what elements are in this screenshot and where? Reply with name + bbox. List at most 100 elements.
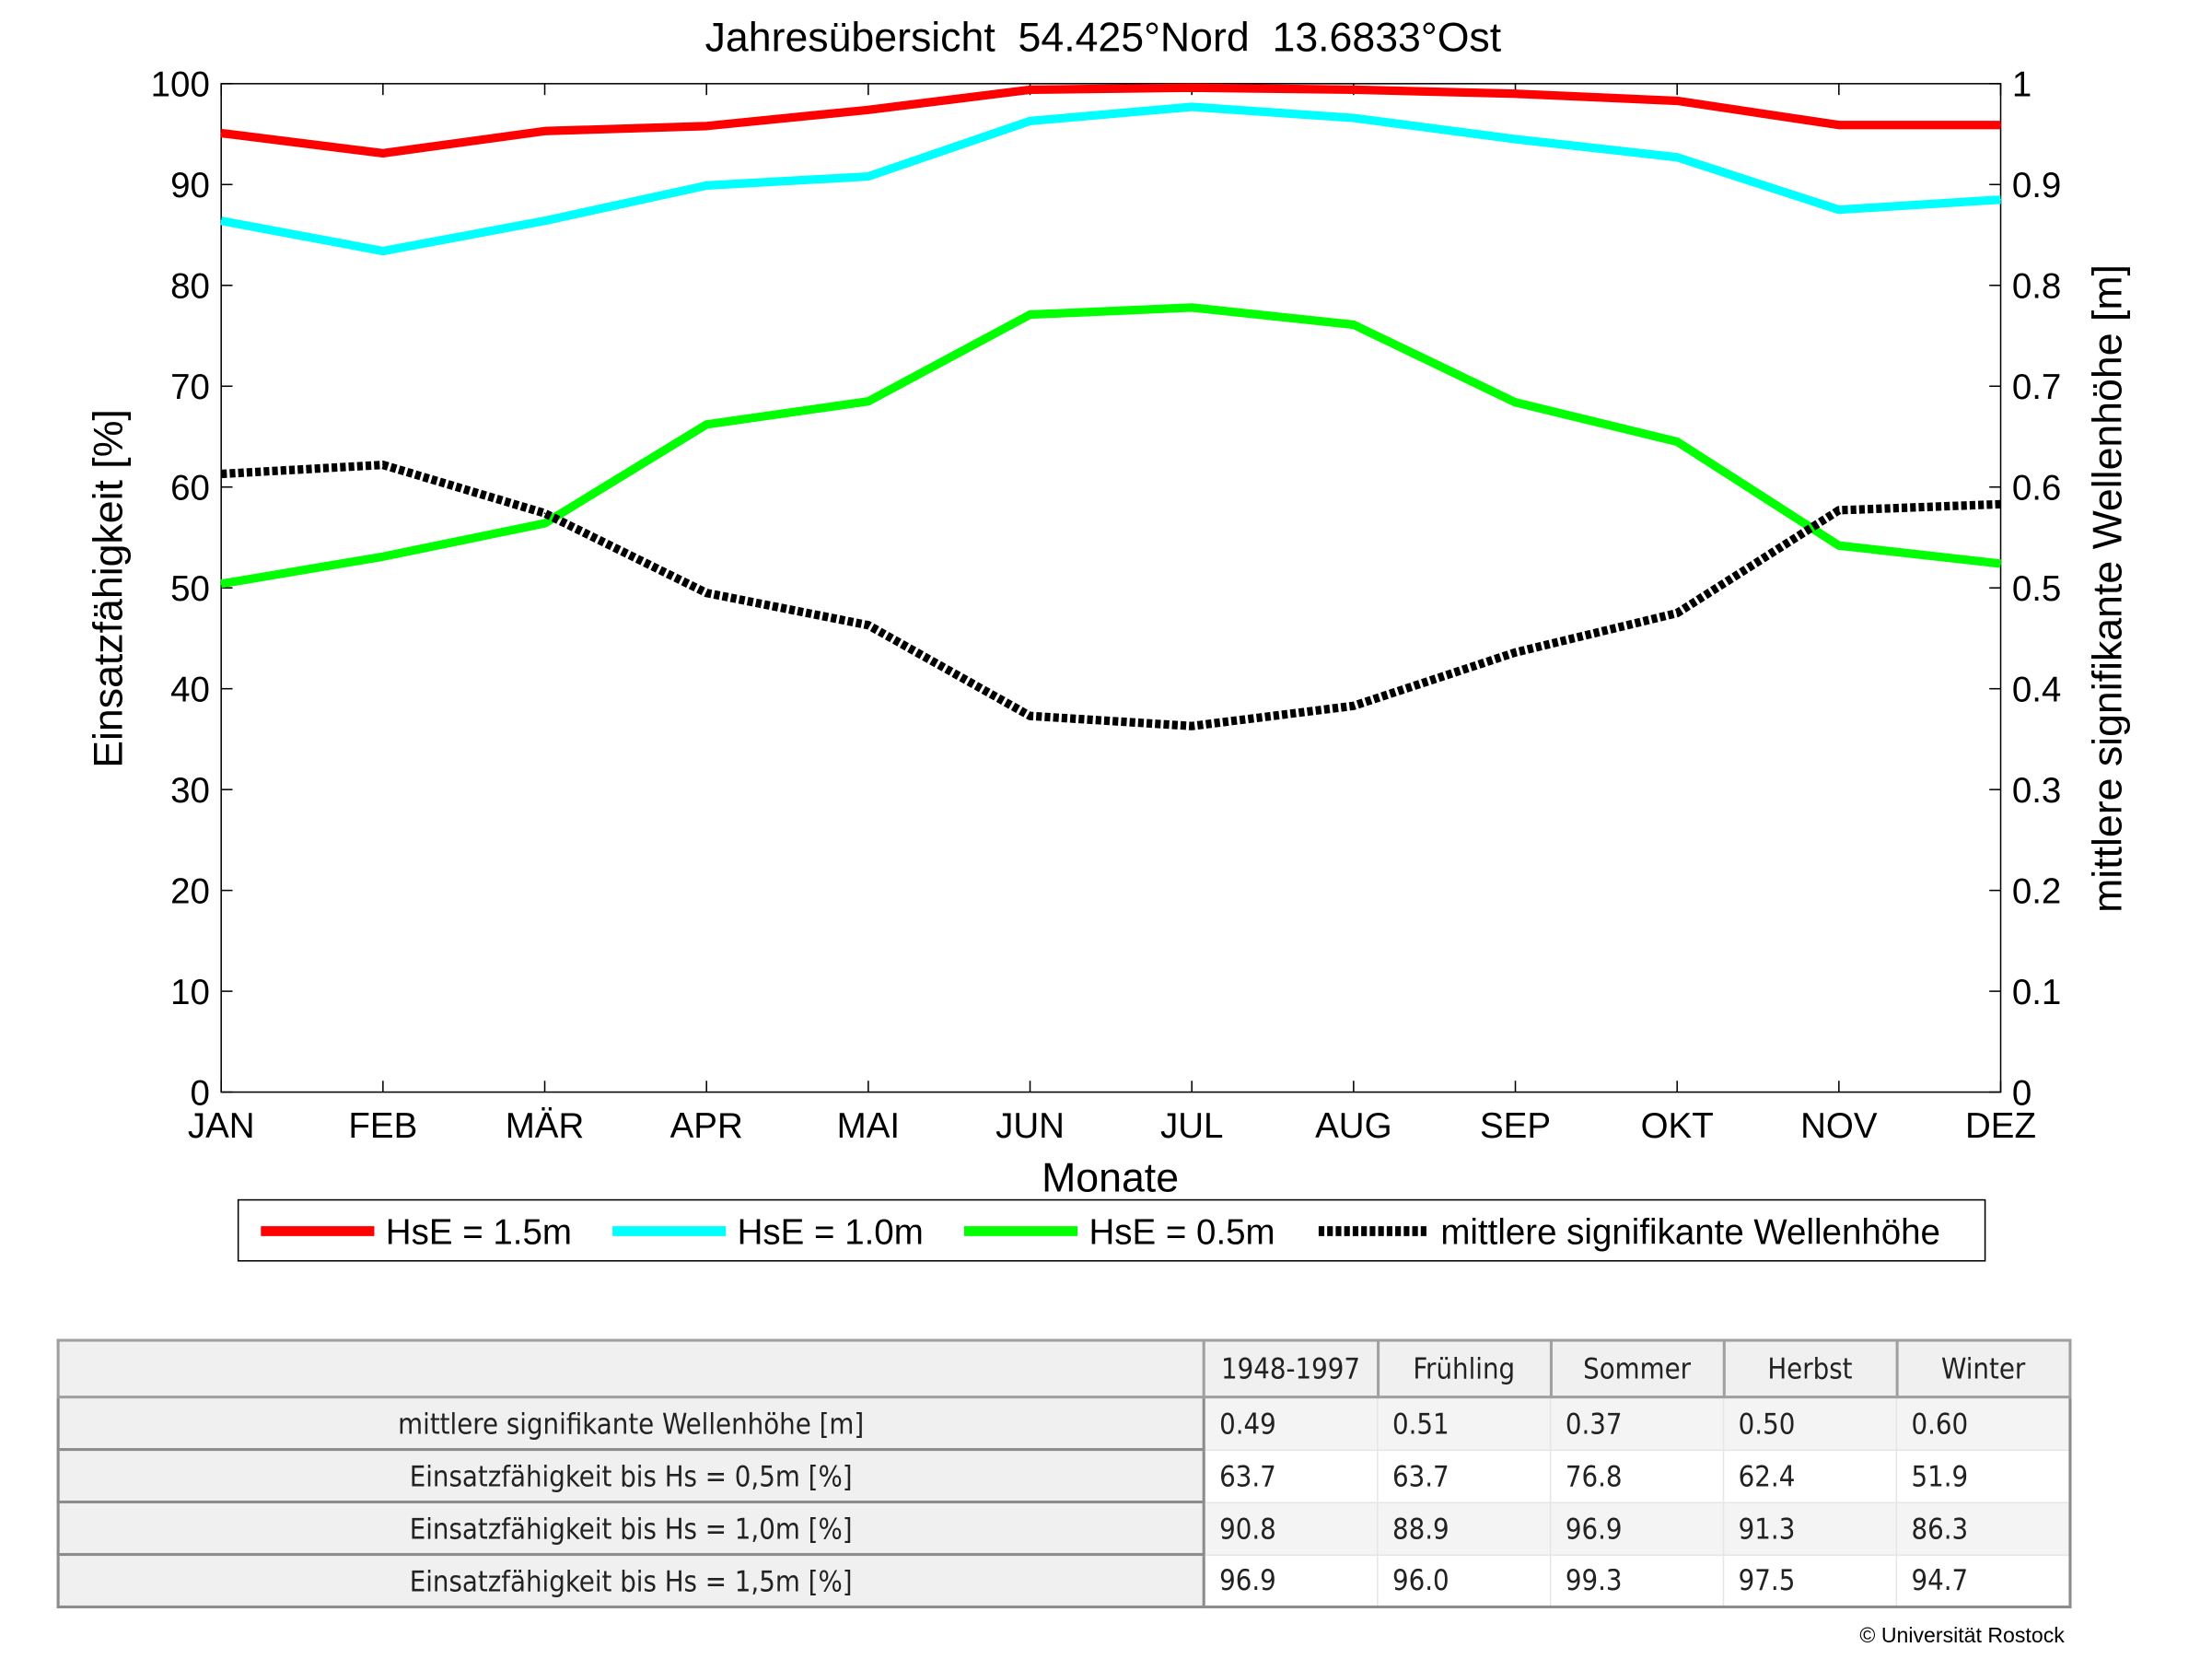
- data-point: [543, 219, 546, 222]
- x-tick-label: MÄR: [506, 1106, 585, 1146]
- data-point: [1353, 705, 1355, 707]
- data-point: [543, 522, 546, 524]
- series-line-1: [220, 83, 2001, 158]
- data-point: [1353, 88, 1355, 91]
- summary-table: 1948-1997 Frühling Sommer Herbst Winter …: [56, 1338, 2072, 1609]
- data-point: [382, 250, 384, 252]
- y2-tick-label: 0.7: [2012, 368, 2062, 407]
- row-label: Einsatzfähigkeit bis Hs = 0,5m [%]: [56, 1448, 1205, 1504]
- data-point: [1838, 208, 1840, 211]
- y2-tick-label: 0.3: [2012, 771, 2062, 811]
- table-cell: 91.3: [1722, 1501, 1898, 1556]
- data-point: [543, 512, 546, 514]
- y2-tick-label: 0: [2012, 1073, 2032, 1113]
- data-point: [1999, 198, 2002, 201]
- x-tick-label: DEZ: [1965, 1106, 2036, 1146]
- header-cell: Frühling: [1376, 1338, 1553, 1399]
- y-tick-label: 100: [151, 65, 210, 105]
- legend-box: [237, 1198, 1986, 1262]
- data-point: [867, 175, 869, 178]
- data-point: [382, 152, 384, 155]
- data-point: [1191, 106, 1193, 108]
- table-cell: 63.7: [1377, 1448, 1552, 1503]
- x-tick-label: JAN: [188, 1106, 255, 1146]
- data-point: [382, 463, 384, 466]
- data-point: [705, 591, 707, 594]
- table-cell: 96.0: [1377, 1553, 1552, 1608]
- y-tick-label: 40: [170, 671, 210, 710]
- table-row: Einsatzfähigkeit bis Hs = 0,5m [%] 63.7 63…: [56, 1448, 2071, 1504]
- data-point: [867, 400, 869, 403]
- copyright: © Universität Rostock: [1859, 1623, 2065, 1649]
- data-point: [705, 184, 707, 187]
- x-tick-label: NOV: [1800, 1106, 1878, 1146]
- y-tick-label: 50: [170, 569, 210, 609]
- x-tick-label: OKT: [1641, 1106, 1714, 1146]
- header-cell: 1948-1997: [1202, 1338, 1380, 1399]
- table-cell: 0.37: [1549, 1396, 1725, 1451]
- x-tick-label: AUG: [1315, 1106, 1391, 1146]
- y-tick-label: 60: [170, 469, 210, 508]
- y2-tick-label: 0.6: [2012, 469, 2062, 508]
- legend-label-4: mittlere signifikante Wellenhöhe: [1440, 1212, 1940, 1252]
- y2-tick-label: 1: [2012, 65, 2032, 105]
- table-cell: 63.7: [1203, 1448, 1379, 1503]
- y-tick-label: 10: [170, 973, 210, 1012]
- y2-tick-label: 0.2: [2012, 871, 2062, 911]
- y-axis-label: Einsatzfähigkeit [%]: [86, 409, 131, 768]
- data-point: [1999, 563, 2002, 565]
- header-cell: [56, 1338, 1205, 1399]
- y2-axis-label: mittlere signifikante Wellenhöhe [m]: [2085, 264, 2130, 913]
- data-point: [1676, 440, 1678, 443]
- x-tick-label: MAI: [837, 1106, 900, 1146]
- table-cell: 0.60: [1895, 1396, 2071, 1451]
- data-point: [1514, 402, 1517, 403]
- row-label: Einsatzfähigkeit bis Hs = 1,5m [%]: [56, 1552, 1205, 1609]
- x-tick-label: FEB: [348, 1106, 417, 1146]
- data-point: [1676, 99, 1678, 102]
- data-point: [543, 130, 546, 133]
- x-tick-label: SEP: [1480, 1106, 1551, 1146]
- x-tick-label: JUN: [995, 1106, 1065, 1146]
- data-point: [220, 219, 222, 222]
- y-tick-label: 20: [170, 871, 210, 911]
- data-point: [1514, 138, 1517, 140]
- header-cell: Herbst: [1721, 1338, 1898, 1399]
- table-cell: 94.7: [1895, 1553, 2071, 1608]
- data-point: [1676, 156, 1678, 158]
- y2-tick-label: 0.1: [2012, 973, 2062, 1012]
- data-point: [1838, 123, 1840, 126]
- y-tick-label: 30: [170, 771, 210, 811]
- data-point: [220, 132, 222, 134]
- table-cell: 76.8: [1549, 1448, 1725, 1503]
- data-point: [867, 624, 869, 626]
- table-cell: 51.9: [1895, 1448, 2071, 1503]
- table-cell: 62.4: [1722, 1448, 1898, 1503]
- data-point: [1514, 651, 1517, 654]
- x-tick-label: JUL: [1160, 1106, 1223, 1146]
- series-line-4: [220, 461, 2001, 730]
- data-point: [705, 424, 707, 426]
- data-point: [1191, 87, 1193, 88]
- table-cell: 97.5: [1722, 1553, 1898, 1608]
- legend-label-2: HsE = 1.0m: [738, 1212, 924, 1252]
- data-point: [867, 109, 869, 111]
- data-point: [1029, 313, 1031, 316]
- header-cell: Sommer: [1549, 1338, 1726, 1399]
- legend: HsE = 1.5m HsE = 1.0m HsE = 0.5m mittler…: [237, 1198, 1986, 1262]
- y-tick-label: 0: [190, 1073, 209, 1113]
- y-tick-label: 70: [170, 368, 210, 407]
- chart-title: Jahresübersicht 54.425°Nord 13.6833°Ost: [705, 15, 1502, 60]
- x-tick-label: APR: [670, 1106, 743, 1146]
- data-point: [1191, 307, 1193, 309]
- header-cell: Winter: [1894, 1338, 2072, 1399]
- series-line-2: [220, 102, 2001, 256]
- table-cell: 96.9: [1203, 1553, 1379, 1608]
- table-cell: 90.8: [1203, 1501, 1379, 1556]
- data-point: [1676, 612, 1678, 614]
- row-label: mittlere signifikante Wellenhöhe [m]: [56, 1396, 1205, 1452]
- y2-tick-label: 0.5: [2012, 569, 2062, 609]
- data-point: [220, 583, 222, 585]
- data-point: [1191, 725, 1193, 727]
